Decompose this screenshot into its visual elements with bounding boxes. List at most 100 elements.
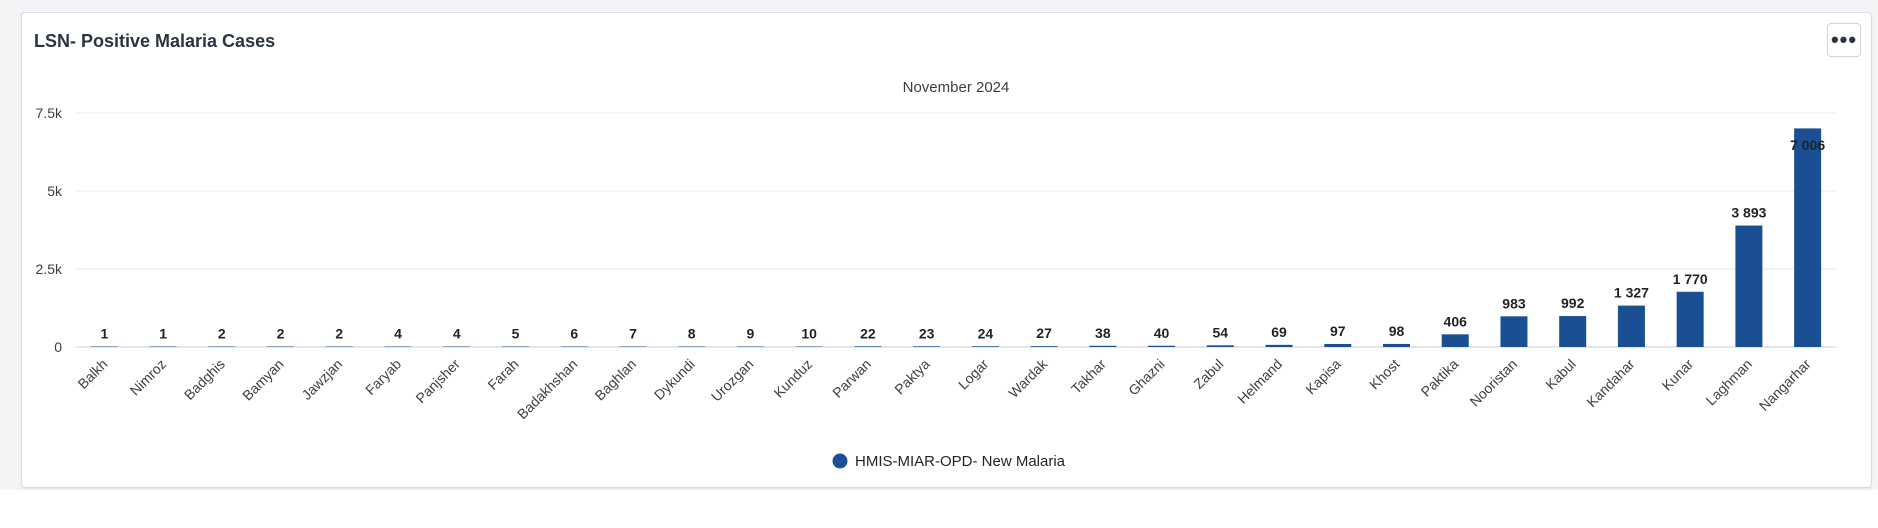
bar — [208, 346, 236, 347]
bar — [502, 346, 529, 347]
bar — [267, 346, 295, 347]
legend-marker — [832, 453, 848, 469]
x-tick-label: Farah — [484, 356, 521, 393]
data-label: 54 — [1213, 324, 1229, 340]
bar — [560, 346, 588, 347]
bar — [971, 346, 999, 347]
page-footer-strip — [0, 490, 1878, 528]
data-label: 2 — [277, 326, 285, 342]
data-label: 27 — [1036, 325, 1052, 341]
data-label: 40 — [1154, 325, 1170, 341]
x-tick-label: Nimroz — [127, 356, 170, 399]
data-label: 1 327 — [1614, 285, 1649, 301]
bar — [1735, 225, 1763, 347]
data-label: 4 — [394, 326, 402, 342]
data-label: 98 — [1389, 323, 1405, 339]
bar — [1324, 343, 1352, 347]
x-tick-label: Panjsher — [412, 356, 463, 407]
x-tick-label: Urozgan — [708, 356, 757, 405]
data-label: 8 — [688, 326, 696, 342]
bar — [1030, 346, 1058, 347]
x-tick-label: Faryab — [362, 356, 404, 398]
bar — [90, 346, 118, 347]
bar — [1794, 128, 1822, 347]
data-label: 23 — [919, 325, 935, 341]
bar — [1383, 343, 1410, 347]
bar — [1617, 305, 1645, 347]
data-label: 97 — [1330, 323, 1346, 339]
x-tick-label: Paktya — [891, 356, 933, 398]
data-label: 983 — [1502, 295, 1526, 311]
data-label: 7 — [629, 326, 637, 342]
bar — [913, 346, 941, 347]
bar — [619, 346, 647, 347]
legend-label: HMIS-MIAR-OPD- New Malaria — [855, 453, 1066, 470]
bar — [443, 346, 471, 347]
data-label: 10 — [801, 326, 817, 342]
x-tick-label: Laghman — [1702, 356, 1755, 409]
x-tick-label: Kunduz — [770, 356, 815, 401]
data-label: 9 — [747, 326, 755, 342]
bar — [149, 346, 177, 347]
bar — [736, 346, 764, 347]
data-label: 5 — [512, 326, 520, 342]
x-tick-label: Kandahar — [1583, 356, 1637, 410]
data-label: 38 — [1095, 325, 1111, 341]
x-tick-label: Nangarhar — [1756, 356, 1814, 414]
bar — [1206, 345, 1234, 347]
x-tick-label: Badghis — [181, 356, 228, 403]
data-label: 7 006 — [1790, 137, 1825, 153]
bar — [795, 346, 823, 347]
x-tick-label: Wardak — [1005, 355, 1051, 401]
chart-card-title: LSN- Positive Malaria Cases — [34, 31, 276, 51]
data-label: 69 — [1271, 324, 1287, 340]
x-tick-label: Logar — [955, 356, 992, 393]
x-tick-label: Badakhshan — [514, 356, 580, 422]
x-tick-label: Balkh — [74, 356, 110, 392]
bar — [1148, 345, 1176, 347]
data-label: 24 — [978, 325, 994, 341]
x-tick-label: Dykundi — [651, 356, 698, 403]
chart-subtitle: November 2024 — [903, 79, 1010, 96]
x-tick-label: Nooristan — [1466, 356, 1520, 410]
x-tick-label: Jawzjan — [298, 356, 345, 403]
x-tick-label: Zabul — [1190, 356, 1226, 392]
data-label: 1 — [100, 326, 108, 342]
y-tick-label: 5k — [47, 183, 63, 199]
data-label: 3 893 — [1731, 205, 1766, 221]
data-label: 4 — [453, 326, 461, 342]
x-tick-label: Ghazni — [1125, 356, 1168, 399]
x-tick-label: Paktika — [1418, 356, 1462, 400]
x-tick-label: Bamyan — [239, 356, 287, 404]
chart-card: LSN- Positive Malaria Cases ••• — [21, 12, 1872, 488]
bar — [854, 346, 882, 347]
x-tick-label: Kunar — [1659, 356, 1697, 394]
x-tick-label: Helmand — [1234, 356, 1285, 407]
x-tick-label: Khost — [1366, 356, 1403, 393]
bar — [384, 346, 412, 347]
bar — [1089, 345, 1117, 347]
y-tick-label: 2.5k — [36, 261, 63, 277]
bar — [1500, 316, 1528, 347]
x-tick-label: Parwan — [829, 356, 874, 401]
x-tick-label: Takhar — [1068, 356, 1109, 397]
data-label: 1 — [159, 326, 167, 342]
data-label: 406 — [1444, 313, 1468, 329]
y-tick-label: 7.5k — [36, 105, 63, 121]
more-options-button[interactable]: ••• — [1827, 23, 1861, 57]
bar — [1441, 334, 1469, 347]
bar — [1265, 344, 1293, 347]
data-label: 992 — [1561, 295, 1585, 311]
data-label: 2 — [335, 326, 343, 342]
bar — [325, 346, 353, 347]
data-label: 22 — [860, 325, 876, 341]
bar — [1676, 291, 1704, 347]
data-label: 6 — [570, 326, 578, 342]
data-label: 2 — [218, 326, 226, 342]
x-tick-label: Kapisa — [1302, 356, 1344, 398]
data-label: 1 770 — [1673, 271, 1708, 287]
x-tick-label: Kabul — [1542, 356, 1579, 393]
bar — [678, 346, 706, 347]
bar — [1559, 316, 1587, 347]
